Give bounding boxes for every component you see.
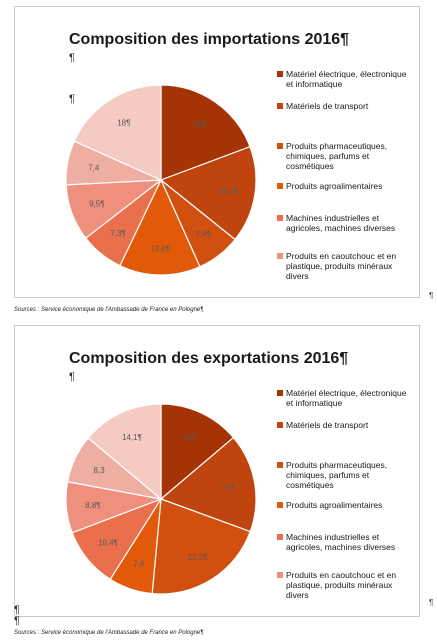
exports-data-label-2: 17¶ [222, 483, 235, 492]
exports-slice-8 [87, 403, 162, 501]
imports-legend-swatch-4 [277, 183, 283, 189]
imports-slice-8 [73, 84, 162, 181]
imports-pie-chart: 19¶ 16,2¶ 7,4¶ 13,6¶ 7,3¶ 9,5¶ 7,4 18¶ [65, 84, 257, 276]
exports-data-label-5: 10,4¶ [98, 538, 118, 547]
exports-legend-label-5: Machines industrielles et agricoles, mac… [286, 532, 396, 552]
imports-data-label-3: 7,4¶ [195, 230, 210, 239]
exports-source-note: Sources : Service économique de l'Ambass… [14, 630, 204, 636]
exports-end-mark: ¶ [429, 598, 434, 607]
imports-data-label-6: 9,5¶ [89, 200, 104, 209]
imports-pilcrow-1: ¶ [69, 52, 75, 64]
exports-legend-label-3: Produits pharmaceutiques, chimiques, par… [286, 460, 388, 490]
imports-legend-swatch-6 [277, 253, 283, 259]
exports-legend-swatch-1 [277, 390, 283, 396]
imports-legend-label-1: Matériel électrique, électronique et inf… [286, 69, 407, 89]
exports-data-label-1: 14¶ [183, 433, 196, 442]
exports-legend-swatch-3 [277, 462, 283, 468]
exports-legend-swatch-2 [277, 422, 283, 428]
doc-pilcrow-1: ¶ [14, 604, 20, 616]
imports-data-label-4: 13,6¶ [150, 244, 170, 253]
imports-chart-panel: Composition des importations 2016¶ ¶ ¶ 1… [14, 6, 433, 300]
imports-chart-title: Composition des importations 2016¶ [69, 31, 349, 49]
imports-slice-4 [119, 178, 201, 276]
imports-slice-1 [160, 84, 251, 181]
imports-legend-swatch-1 [277, 71, 283, 77]
imports-title-text: Composition des importations 2016 [69, 31, 341, 48]
exports-slice-3 [151, 498, 252, 595]
imports-legend-label-5: Machines industrielles et agricoles, mac… [286, 213, 396, 233]
imports-legend-swatch-3 [277, 143, 283, 149]
imports-end-mark: ¶ [429, 291, 434, 300]
exports-data-label-8: 14,1¶ [122, 433, 142, 442]
imports-data-label-1: 19¶ [193, 120, 206, 129]
imports-legend-swatch-2 [277, 103, 283, 109]
exports-data-label-7: 8,3 [94, 466, 106, 475]
doc-pilcrow-2: ¶ [14, 615, 20, 627]
imports-data-label-8: 18¶ [117, 119, 130, 128]
exports-legend-swatch-6 [277, 572, 283, 578]
exports-chart-panel: Composition des exportations 2016¶ ¶ 14¶… [14, 325, 433, 617]
imports-data-label-7: 7,4 [88, 163, 100, 172]
exports-chart-title: Composition des exportations 2016¶ [69, 350, 348, 368]
exports-data-label-6: 8,8¶ [85, 501, 100, 510]
imports-source-note: Sources : Service économique de l'Ambass… [14, 307, 204, 313]
imports-title-mark: ¶ [340, 31, 350, 48]
imports-legend-swatch-5 [277, 215, 283, 221]
imports-legend-label-2: Matériels de transport [286, 101, 369, 111]
imports-legend-label-6: Produits en caoutchouc et en plastique, … [286, 251, 397, 281]
exports-pilcrow-1: ¶ [69, 371, 75, 383]
exports-slice-2 [159, 436, 257, 533]
exports-title-text: Composition des exportations 2016 [69, 350, 340, 367]
imports-data-label-5: 7,3¶ [110, 229, 125, 238]
imports-pilcrow-2: ¶ [69, 93, 75, 105]
exports-legend-label-4: Produits agroalimentaires [286, 500, 383, 510]
exports-pie-chart: 14¶ 17¶ 21,2¶ 7,6 10,4¶ 8,8¶ 8,3 14,1¶ [65, 403, 257, 595]
exports-legend-swatch-4 [277, 502, 283, 508]
exports-legend-swatch-5 [277, 534, 283, 540]
exports-title-mark: ¶ [339, 350, 349, 367]
imports-legend-label-3: Produits pharmaceutiques, chimiques, par… [286, 141, 388, 171]
imports-data-label-2: 16,2¶ [219, 187, 239, 196]
imports-slice-2 [159, 145, 257, 241]
exports-data-label-3: 21,2¶ [188, 553, 208, 562]
exports-legend-label-6: Produits en caoutchouc et en plastique, … [286, 570, 397, 600]
exports-legend-label-2: Matériels de transport [286, 420, 369, 430]
exports-data-label-4: 7,6 [133, 560, 145, 569]
exports-legend-label-1: Matériel électrique, électronique et inf… [286, 388, 407, 408]
exports-slice-1 [160, 403, 235, 501]
imports-legend-label-4: Produits agroalimentaires [286, 181, 383, 191]
